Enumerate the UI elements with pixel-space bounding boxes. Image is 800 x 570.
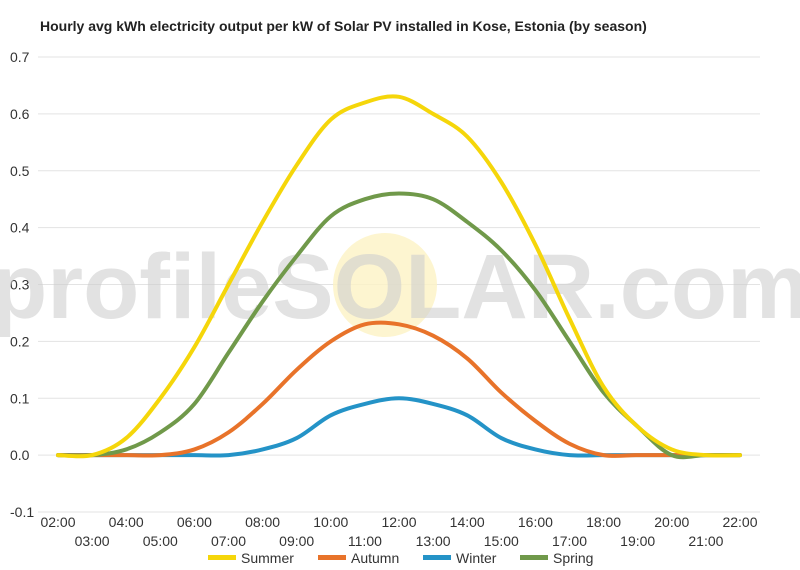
- x-tick-label: 14:00: [450, 514, 485, 530]
- x-tick-label: 22:00: [722, 514, 757, 530]
- x-tick-label: 12:00: [381, 514, 416, 530]
- y-tick-label: 0.1: [10, 390, 30, 406]
- series-line-autumn: [56, 320, 742, 458]
- x-tick-label: 15:00: [484, 533, 519, 549]
- y-tick-label: 0.2: [10, 333, 30, 349]
- watermark-sun-icon: [333, 233, 437, 337]
- x-tick-label: 02:00: [40, 514, 75, 530]
- x-tick-label: 20:00: [654, 514, 689, 530]
- legend-label: Summer: [241, 550, 294, 566]
- legend-label: Spring: [553, 550, 593, 566]
- x-tick-label: 11:00: [348, 533, 382, 549]
- y-tick-label: 0.7: [10, 49, 30, 65]
- x-tick-label: 05:00: [143, 533, 178, 549]
- y-tick-label: 0.4: [10, 220, 30, 236]
- x-tick-label: 18:00: [586, 514, 621, 530]
- x-tick-label: 04:00: [109, 514, 144, 530]
- x-tick-label: 03:00: [75, 533, 110, 549]
- x-tick-label: 07:00: [211, 533, 246, 549]
- legend-label: Winter: [456, 550, 497, 566]
- chart-title: Hourly avg kWh electricity output per kW…: [40, 18, 647, 34]
- x-tick-label: 06:00: [177, 514, 212, 530]
- y-tick-label: 0.3: [10, 277, 30, 293]
- x-tick-label: 10:00: [313, 514, 348, 530]
- series-line-summer: [56, 94, 742, 459]
- legend-swatch: [423, 555, 451, 560]
- x-tick-label: 16:00: [518, 514, 553, 530]
- y-tick-label: 0.0: [10, 447, 30, 463]
- x-tick-label: 13:00: [416, 533, 451, 549]
- y-tick-label: -0.1: [10, 504, 34, 520]
- legend-swatch: [208, 555, 236, 560]
- x-tick-label: 17:00: [552, 533, 587, 549]
- watermark: profileSOLAR.com: [0, 236, 800, 338]
- x-tick-label: 09:00: [279, 533, 314, 549]
- legend-swatch: [318, 555, 346, 560]
- x-tick-label: 19:00: [620, 533, 655, 549]
- legend-label: Autumn: [351, 550, 399, 566]
- y-tick-label: 0.5: [10, 163, 30, 179]
- x-tick-label: 08:00: [245, 514, 280, 530]
- legend-swatch: [520, 555, 548, 560]
- x-tick-label: 21:00: [688, 533, 723, 549]
- y-tick-label: 0.6: [10, 106, 30, 122]
